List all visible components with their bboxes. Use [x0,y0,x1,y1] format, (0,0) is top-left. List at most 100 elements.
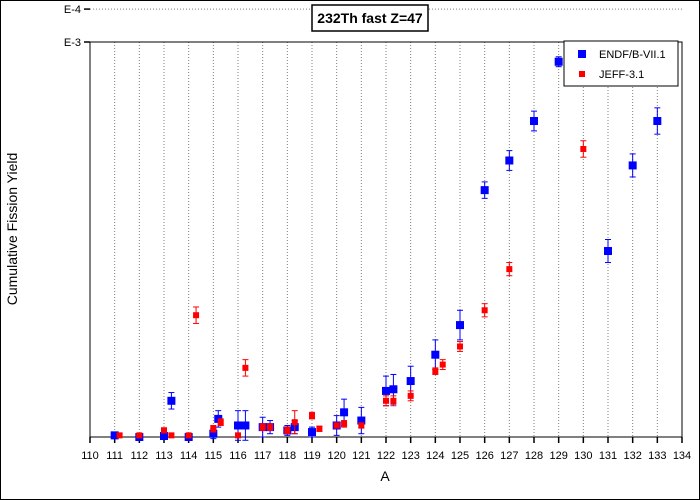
marker-endf [480,186,489,195]
x-tick-label: 112 [131,450,149,462]
data-point-jeff [136,432,143,439]
marker-jeff [407,392,414,399]
marker-endf [167,396,176,405]
marker-endf [456,321,464,330]
marker-jeff [341,420,348,427]
x-tick-label: 134 [673,450,691,462]
marker-jeff [390,397,397,404]
legend-swatch-endf [578,50,586,58]
data-point-jeff [457,341,463,352]
marker-jeff [235,432,241,439]
marker-endf [308,428,316,437]
marker-jeff [432,368,439,375]
marker-jeff [333,422,340,429]
x-tick-label: 130 [574,450,592,462]
data-point-endf [357,406,366,435]
marker-endf [209,429,218,438]
data-point-jeff [358,422,365,429]
data-point-jeff [481,303,488,318]
x-tick-label: 118 [279,450,297,462]
data-point-endf [308,426,316,438]
x-tick-label: 131 [599,450,617,462]
marker-endf [340,408,349,417]
data-point-jeff [168,432,175,439]
data-point-jeff [407,390,414,402]
marker-endf [234,421,242,430]
marker-jeff [168,432,175,439]
marker-endf [382,386,390,395]
marker-endf [604,247,612,256]
data-point-jeff [242,359,249,377]
data-point-jeff [316,425,323,432]
marker-endf [357,416,366,425]
marker-jeff [217,419,224,426]
marker-jeff [481,307,488,314]
marker-jeff [259,424,266,431]
data-point-endf [554,56,563,68]
marker-endf [431,350,440,359]
x-tick-label: 114 [180,450,198,462]
x-tick-label: 116 [229,450,247,462]
marker-jeff [284,427,291,434]
legend: ENDF/B-VII.1 JEFF-3.1 [563,40,679,87]
chart-title-box: 232Th fast Z=47 [311,4,429,32]
data-point-jeff [217,418,224,426]
marker-endf [110,431,119,440]
data-point-jeff [161,427,167,434]
legend-label-endf: ENDF/B-VII.1 [599,49,666,61]
marker-jeff [193,312,200,319]
marker-endf [530,117,538,125]
data-point-endf [530,110,538,132]
y-tick-label: E-3 [64,37,81,49]
data-point-endf [505,150,514,171]
data-point-endf [431,339,440,371]
data-point-jeff [185,432,192,439]
x-tick-label: 115 [205,450,223,462]
marker-jeff [439,361,446,368]
x-tick-label: 113 [155,450,173,462]
marker-endf [628,161,637,170]
x-tick-label: 119 [303,450,321,462]
data-point-jeff [580,140,587,158]
marker-jeff [210,425,217,432]
marker-jeff [580,145,587,152]
x-tick-label: 111 [106,450,123,462]
data-point-jeff [341,420,348,428]
legend-label-jeff: JEFF-3.1 [599,69,644,81]
x-tick-label: 117 [254,450,272,462]
data-point-jeff [432,367,439,375]
x-tick-label: 110 [81,450,99,462]
data-point-endf [628,153,637,178]
x-tick-label: 121 [352,450,370,462]
data-point-jeff [390,395,397,407]
marker-endf [505,156,514,165]
data-point-jeff [284,426,291,435]
x-tick-label: 133 [648,450,666,462]
data-point-endf [167,392,176,410]
marker-endf [653,117,662,125]
marker-jeff [309,412,315,419]
x-tick-label: 123 [401,450,419,462]
legend-swatch-jeff [579,71,585,77]
data-point-endf [604,239,612,264]
data-point-endf [653,107,662,135]
data-point-endf [456,309,464,341]
data-point-jeff [506,262,513,277]
marker-jeff [161,427,167,434]
data-point-jeff [193,306,200,324]
data-point-jeff [309,411,315,420]
marker-endf [160,432,168,441]
x-tick-label: 124 [426,450,444,462]
y-axis-title: Cumulative Fission Yield [4,153,20,306]
marker-jeff [316,425,323,432]
x-tick-label: 129 [549,450,567,462]
marker-jeff [185,432,192,439]
data-point-jeff [333,422,340,429]
x-tick-label: 122 [377,450,395,462]
chart-title: 232Th fast Z=47 [317,10,423,26]
data-point-jeff [210,424,217,433]
x-tick-label: 126 [475,450,493,462]
marker-jeff [457,343,463,350]
data-point-endf [110,431,119,440]
marker-jeff [291,419,298,426]
